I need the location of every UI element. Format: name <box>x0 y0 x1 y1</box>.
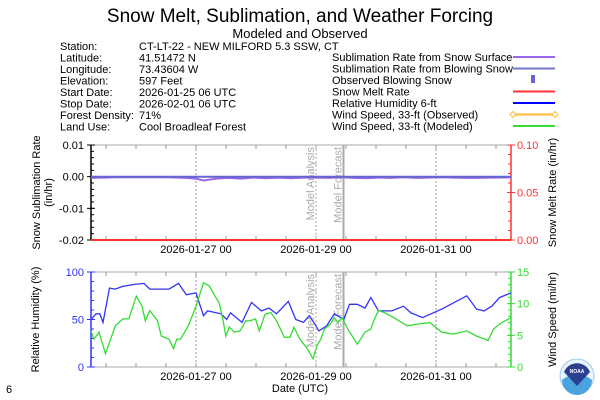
legend: Sublimation Rate from Snow SurfaceSublim… <box>332 52 559 133</box>
info-value: 2026-02-01 06 UTC <box>139 99 236 111</box>
y2-tick-label: 10 <box>517 299 529 311</box>
info-value: 73.43604 W <box>139 64 199 76</box>
y2-axis-title: Wind Speed (mi/hr) <box>547 272 559 367</box>
info-label: Elevation: <box>60 76 108 88</box>
legend-bar-swatch <box>531 75 535 83</box>
info-value: 41.51472 N <box>139 53 196 65</box>
x-tick-label: 2026-01-29 00 <box>280 244 352 256</box>
y-tick-label: 100 <box>66 267 84 279</box>
info-label: Station: <box>60 41 97 53</box>
x-tick-label: 2026-01-27 00 <box>160 244 232 256</box>
chart-title: Snow Melt, Sublimation, and Weather Forc… <box>107 6 493 27</box>
model-marker-label: Model Analysis <box>305 147 317 221</box>
y2-tick-label: 0.05 <box>517 188 538 200</box>
model-marker-label: Model Forecast <box>333 274 345 350</box>
y-axis-title: Snow Sublimation Rate(in/hr) <box>31 135 55 249</box>
x-tick-label: 2026-01-31 00 <box>400 244 472 256</box>
station-info: Station: CT-LT-22 - NEW MILFORD 5.3 SSW, … <box>60 41 339 134</box>
info-value: 597 Feet <box>139 76 182 88</box>
legend-label: Snow Melt Rate <box>332 87 410 99</box>
y-tick-label: -0.01 <box>59 203 84 215</box>
info-label: Land Use: <box>60 122 110 134</box>
y-tick-label: 0.01 <box>63 140 84 152</box>
x-axis-label: Date (UTC) <box>272 383 328 395</box>
y-axis-title: Relative Humidity (%) <box>30 267 42 373</box>
y2-tick-label: 0 <box>517 362 523 374</box>
x-tick-label: 2026-01-27 00 <box>160 371 232 383</box>
y2-tick-label: 0.10 <box>517 140 538 152</box>
legend-label: Wind Speed, 33-ft (Modeled) <box>332 121 473 133</box>
legend-diamond-marker <box>509 110 517 119</box>
legend-label: Sublimation Rate from Snow Surface <box>332 52 512 64</box>
sublimation-panel: 2026-01-27 00 2026-01-29 00 2026-01-31 00 M… <box>31 135 559 256</box>
info-value: Cool Broadleaf Forest <box>139 122 246 134</box>
legend-diamond-marker <box>551 110 559 119</box>
y-tick-label: 0 <box>78 362 84 374</box>
info-label: Longitude: <box>60 64 111 76</box>
chart-subtitle: Modeled and Observed <box>232 26 367 41</box>
y2-axis-title: Snow Melt Rate (in/hr) <box>547 138 559 247</box>
y-tick-label: 0.00 <box>63 172 84 184</box>
series-wind-speed-33-ft-modeled- <box>90 281 512 361</box>
y2-tick-label: 5 <box>517 330 523 342</box>
y-axis-title-line: Snow Sublimation Rate <box>31 135 43 249</box>
info-label: Start Date: <box>60 87 113 99</box>
plot-frame <box>90 271 512 368</box>
page-number: 6 <box>6 384 12 396</box>
y2-tick-label: 0.00 <box>517 235 538 247</box>
humidity-wind-panel: 2026-01-27 00 2026-01-29 00 2026-01-31 00 M… <box>30 267 559 383</box>
legend-label: Sublimation Rate from Blowing Snow <box>332 64 513 76</box>
y-tick-label: 50 <box>72 315 84 327</box>
noaa-logo-text: NOAA <box>570 369 585 375</box>
x-tick-label: 2026-01-29 00 <box>280 371 352 383</box>
series-sublimation-rate-from-snow-surface <box>90 176 512 182</box>
info-value: 71% <box>139 110 161 122</box>
model-marker-label: Model Analysis <box>305 274 317 348</box>
noaa-logo: NOAA <box>559 358 595 395</box>
plot-frame <box>90 144 512 241</box>
x-tick-label: 2026-01-31 00 <box>400 371 472 383</box>
info-label: Forest Density: <box>60 110 134 122</box>
info-label: Stop Date: <box>60 99 112 111</box>
y-tick-label: -0.02 <box>59 235 84 247</box>
legend-label: Relative Humidity 6-ft <box>332 98 437 110</box>
model-marker-label: Model Forecast <box>333 147 345 223</box>
series-relative-humidity-6-ft <box>90 282 512 332</box>
info-label: Latitude: <box>60 53 102 65</box>
y-axis-title-units: (in/hr) <box>43 178 55 207</box>
legend-label: Observed Blowing Snow <box>332 75 452 87</box>
info-value: 2026-01-25 06 UTC <box>139 87 236 99</box>
y2-tick-label: 15 <box>517 267 529 279</box>
info-value: CT-LT-22 - NEW MILFORD 5.3 SSW, CT <box>139 41 339 53</box>
legend-label: Wind Speed, 33-ft (Observed) <box>332 110 478 122</box>
